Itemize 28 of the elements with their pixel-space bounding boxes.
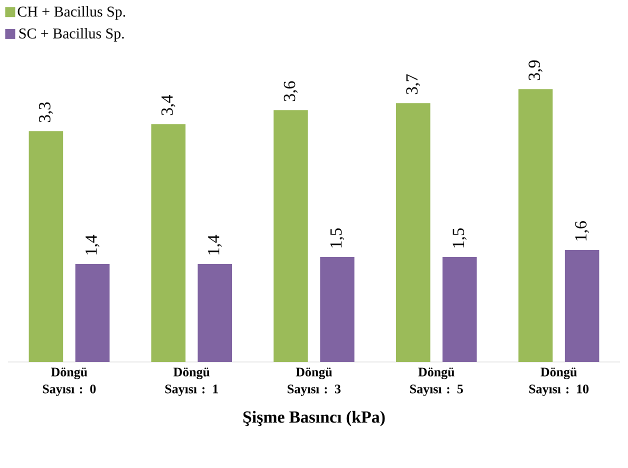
bar bbox=[198, 264, 232, 362]
x-tick-label: Döngü Sayısı : 10 bbox=[529, 368, 589, 396]
legend-label: CH + Bacillus Sp. bbox=[18, 6, 126, 20]
x-tick-label: Döngü Sayısı : 3 bbox=[288, 368, 341, 396]
data-label: 3,7 bbox=[406, 74, 420, 94]
data-label: 1,5 bbox=[330, 228, 344, 248]
data-label: 1,4 bbox=[208, 234, 222, 254]
bar bbox=[518, 89, 553, 362]
x-tick-label: Döngü Sayısı : 1 bbox=[165, 368, 218, 396]
bar bbox=[320, 257, 354, 362]
data-label: 3,4 bbox=[161, 94, 176, 116]
bar bbox=[564, 250, 600, 362]
bar bbox=[151, 124, 186, 362]
x-tick-label: Döngü Sayısı : 5 bbox=[410, 368, 463, 396]
bar bbox=[75, 264, 110, 362]
bar bbox=[28, 131, 64, 362]
data-label: 3,3 bbox=[39, 102, 53, 122]
data-label: 3,6 bbox=[284, 81, 298, 102]
bar bbox=[274, 110, 308, 362]
data-label: 1,5 bbox=[452, 228, 467, 248]
bar bbox=[396, 103, 430, 362]
x-axis-title: Şişme Basıncı (kPa) bbox=[243, 410, 385, 426]
data-label: 1,6 bbox=[575, 221, 589, 240]
bar bbox=[442, 257, 477, 362]
legend-label: SC + Bacillus Sp. bbox=[19, 28, 124, 42]
x-tick-label: Döngü Sayısı : 0 bbox=[42, 368, 96, 396]
data-label: 3,9 bbox=[528, 60, 542, 80]
data-label: 1,4 bbox=[86, 234, 100, 254]
